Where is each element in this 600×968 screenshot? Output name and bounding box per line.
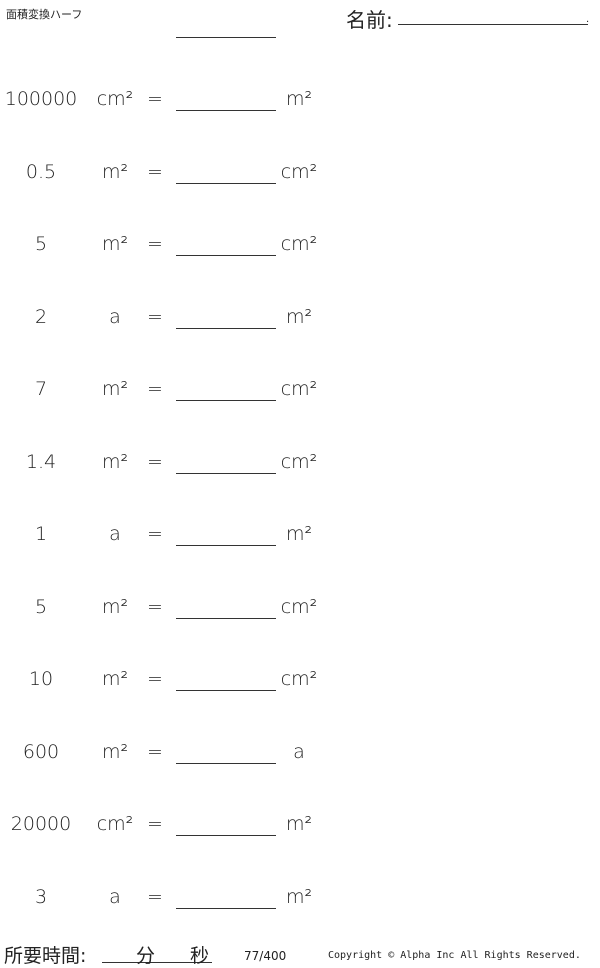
answer-field[interactable] [176,110,276,111]
from-unit: cm² [96,88,134,110]
from-unit: cm² [96,813,134,835]
to-unit: m² [285,305,313,328]
time-field[interactable] [102,962,212,963]
answer-field[interactable] [176,255,276,256]
from-unit: a [109,305,121,328]
answer-field[interactable] [176,472,276,474]
name-label: 名前: [346,8,393,32]
equals-sign: = [147,88,163,110]
equals-sign: = [147,233,163,255]
to-unit: m² [285,88,313,110]
problem-row: 5 m² = cm² [0,233,600,263]
from-unit: a [109,885,121,908]
from-unit: m² [101,233,129,255]
equals-sign: = [147,450,163,473]
copyright: Copyright © Alpha Inc All Rights Reserve… [328,950,581,961]
answer-field[interactable] [176,762,276,764]
minutes-label: 分 [136,945,156,967]
problem-value: 20000 [10,813,72,835]
problem-value: 100000 [4,88,78,110]
answer-field[interactable] [176,617,276,619]
problem-row: 100000 cm² = m² [0,88,600,118]
problem-value: 3 [34,885,48,908]
problem-row: 7 m² = cm² [0,378,600,408]
problem-value: 1 [34,523,48,545]
problem-value: 600 [22,740,60,763]
to-unit: m² [285,813,313,835]
problem-row: 10 m² = cm² [0,668,600,698]
from-unit: m² [101,668,129,690]
problem-value: 5 [34,595,48,618]
page-number: 77/400 [244,949,287,963]
worksheet-title: 面積変換ハーフ [6,8,83,21]
problem-value: 1.4 [25,450,57,473]
answer-field[interactable] [176,327,276,329]
equals-sign: = [147,740,163,763]
seconds-label: 秒 [190,945,210,967]
from-unit: m² [101,595,129,618]
time-label: 所要時間: [4,945,87,967]
problem-value: 7 [34,378,48,400]
problem-row: 0.5 m² = cm² [0,161,600,191]
answer-field[interactable] [176,690,276,691]
problem-row: 600 m² = a [0,741,600,771]
from-unit: m² [101,450,129,473]
problem-row: 5 m² = cm² [0,596,600,626]
problem-row: 1 a = m² [0,523,600,553]
problem-value: 5 [34,233,48,255]
answer-field[interactable] [176,907,276,909]
problem-value: 10 [28,668,54,690]
problem-value: 0.5 [25,160,57,183]
equals-sign: = [147,378,163,400]
equals-sign: = [147,160,163,183]
to-unit: cm² [280,450,318,473]
problem-value: 2 [34,305,48,328]
to-unit: cm² [280,233,318,255]
equals-sign: = [147,813,163,835]
problem-row: 3 a = m² [0,886,600,916]
problem-row: 2 a = m² [0,306,600,336]
to-unit: m² [285,885,313,908]
score-line [176,37,276,38]
to-unit: m² [285,523,313,545]
equals-sign: = [147,668,163,690]
equals-sign: = [147,523,163,545]
to-unit: a [293,740,305,763]
from-unit: m² [101,740,129,763]
from-unit: m² [101,378,129,400]
answer-field[interactable] [176,182,276,184]
problem-row: 1.4 m² = cm² [0,451,600,481]
answer-field[interactable] [176,835,276,836]
to-unit: cm² [280,595,318,618]
name-field[interactable] [398,24,588,25]
to-unit: cm² [280,668,318,690]
from-unit: m² [101,160,129,183]
answer-field[interactable] [176,400,276,401]
equals-sign: = [147,885,163,908]
answer-field[interactable] [176,545,276,546]
equals-sign: = [147,305,163,328]
equals-sign: = [147,595,163,618]
problem-row: 20000 cm² = m² [0,813,600,843]
to-unit: cm² [280,160,318,183]
name-dot: . [586,14,590,25]
from-unit: a [109,523,121,545]
to-unit: cm² [280,378,318,400]
